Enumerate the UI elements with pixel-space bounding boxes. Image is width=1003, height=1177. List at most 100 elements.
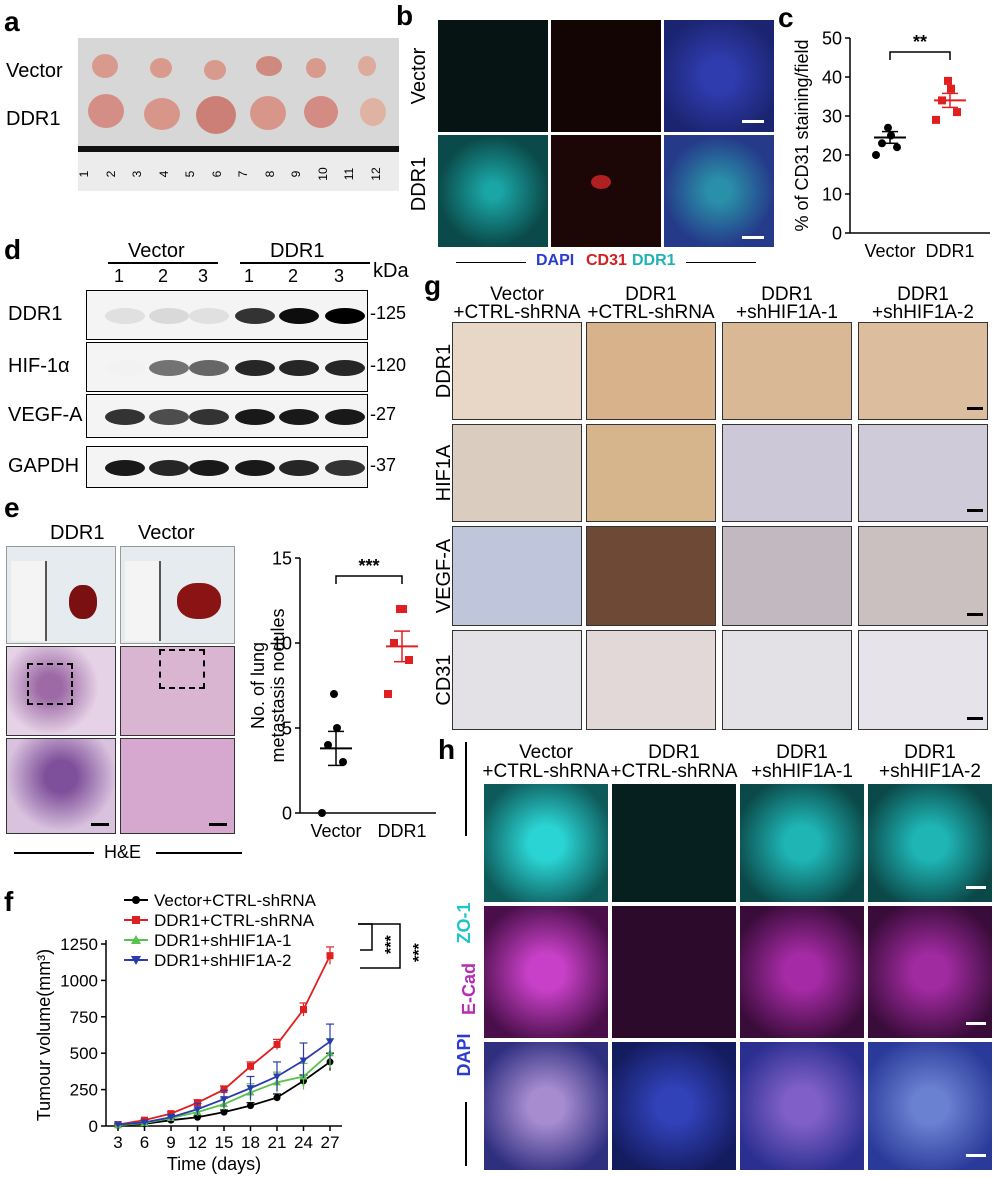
fluorescence-image xyxy=(740,784,864,902)
significance-bracket xyxy=(889,51,951,60)
tumour-sample xyxy=(144,98,180,130)
cd31-dot-plot: 0 10 20 30 40 50 Vector DDR1 % of CD31 staining/… xyxy=(792,28,990,261)
ihc-image xyxy=(858,424,988,522)
fluorescence-image xyxy=(612,1042,736,1170)
significance-marker: *** xyxy=(358,556,379,576)
data-point xyxy=(947,84,955,93)
significance-bracket xyxy=(358,923,373,951)
column-header-line2: +CTRL-shRNA xyxy=(453,302,581,323)
legend-label: Vector+CTRL-shRNA xyxy=(154,891,317,910)
tumour-photo xyxy=(78,38,399,191)
data-point xyxy=(318,809,326,817)
mw-value: 37 xyxy=(376,455,397,475)
y-axis-label: % of CD31 staining/field xyxy=(792,39,812,231)
tumour-sample xyxy=(88,94,124,128)
data-point xyxy=(220,1108,228,1116)
scale-bar xyxy=(967,613,983,616)
data-point xyxy=(333,724,341,732)
col-label-vector: Vector xyxy=(138,522,195,544)
ihc-image xyxy=(586,526,716,626)
merge-fluorescence-image xyxy=(664,135,774,247)
group-label-ddr1: DDR1 xyxy=(270,240,325,262)
column-header-line2: +shHIF1A-1 xyxy=(751,761,853,782)
y-tick-label: 30 xyxy=(822,106,842,126)
protein-band xyxy=(189,308,229,324)
blot-strip xyxy=(86,342,368,392)
stain-line xyxy=(465,742,467,836)
tumour-sample xyxy=(306,58,326,78)
blot-strip xyxy=(86,446,368,488)
data-point xyxy=(246,1085,255,1093)
legend-marker xyxy=(131,935,141,944)
row-label-ddr1: DDR1 xyxy=(408,156,430,212)
protein-band xyxy=(149,360,189,376)
he-line xyxy=(156,852,242,854)
protein-band xyxy=(325,360,365,376)
y-axis-label-line: No. of lung xyxy=(248,642,268,729)
data-point xyxy=(300,1006,307,1014)
legend-label: DDR1+shHIF1A-1 xyxy=(154,931,291,950)
x-tick-label: 6 xyxy=(140,1133,149,1152)
ihc-image xyxy=(586,424,716,522)
data-point xyxy=(384,690,392,698)
column-header-line1: DDR1 xyxy=(904,742,956,763)
protein-band xyxy=(105,308,145,324)
cd31-fluorescence-image xyxy=(551,135,661,247)
he-image-vector-low xyxy=(120,646,235,736)
tumour-sample xyxy=(256,56,282,76)
protein-band xyxy=(235,308,275,324)
legend-marker xyxy=(131,956,141,965)
x-axis-label: Time (days) xyxy=(167,1154,261,1174)
cd31-signal xyxy=(591,175,611,189)
lane-number: 2 xyxy=(158,266,169,286)
significance-marker: *** xyxy=(383,935,400,954)
lane-number: 1 xyxy=(114,266,125,286)
protein-band xyxy=(149,409,189,425)
legend-cd31: CD31 xyxy=(586,252,627,269)
x-tick-label: 9 xyxy=(166,1133,175,1152)
ihc-image xyxy=(452,424,582,522)
protein-band xyxy=(235,360,275,376)
protein-band xyxy=(149,308,189,324)
scale-bar xyxy=(742,120,764,123)
mw-marker: -27 xyxy=(370,404,396,425)
data-point xyxy=(390,639,398,647)
lung-photo-ddr1 xyxy=(6,546,116,644)
legend-line xyxy=(456,262,526,263)
ruler-number: 7 xyxy=(236,170,250,178)
ihc-image xyxy=(722,424,852,522)
tumour-sample xyxy=(360,98,386,126)
panel-label-e: e xyxy=(4,492,20,523)
ruler-number: 11 xyxy=(342,167,356,181)
ihc-image xyxy=(586,630,716,730)
data-point xyxy=(884,123,892,132)
fluorescence-image xyxy=(740,1042,864,1170)
x-tick-label: 12 xyxy=(188,1133,207,1152)
group-line xyxy=(240,262,370,264)
ruler-number: 12 xyxy=(368,167,383,181)
ruler-number: 4 xyxy=(156,170,171,178)
scale-bar xyxy=(209,823,227,826)
column-header-line2: +shHIF1A-2 xyxy=(872,302,974,323)
ruler-number: 6 xyxy=(209,170,224,178)
legend-label: DDR1+CTRL-shRNA xyxy=(154,911,315,930)
ruler-number: 10 xyxy=(315,167,330,181)
ihc-image xyxy=(858,322,988,420)
data-point xyxy=(247,1062,254,1070)
protein-band xyxy=(189,360,229,376)
scale-bar xyxy=(967,717,983,720)
lung-sample xyxy=(177,583,221,619)
ruler-number: 5 xyxy=(183,170,197,178)
ihc-image xyxy=(452,630,582,730)
group-label-vector: Vector xyxy=(128,240,185,262)
y-tick-label: 250 xyxy=(70,1081,98,1100)
ihc-image xyxy=(586,322,716,420)
lung-sample xyxy=(69,585,97,619)
y-axis-label: Tumour volume(mm³) xyxy=(34,949,54,1121)
scale-bar xyxy=(966,886,986,889)
y-tick-label: 10 xyxy=(822,184,842,204)
y-tick-label: 500 xyxy=(70,1044,98,1063)
fluorescence-image xyxy=(612,906,736,1038)
protein-band xyxy=(149,460,189,476)
data-point xyxy=(194,1099,201,1107)
